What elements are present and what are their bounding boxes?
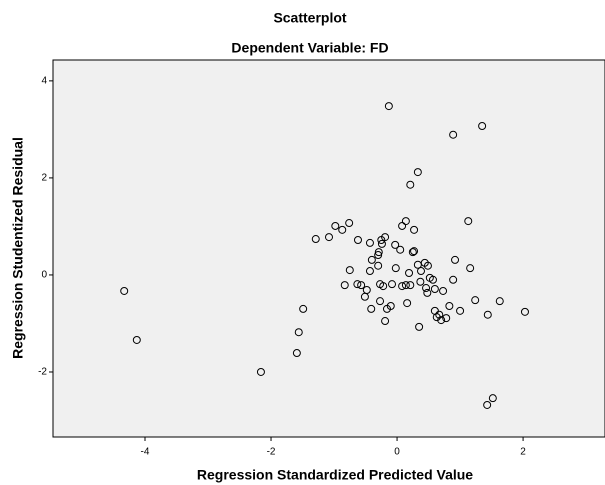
x-axis-label: Regression Standardized Predicted Value — [197, 467, 473, 483]
y-tick-label: 2 — [41, 173, 47, 184]
y-axis-label: Regression Studentized Residual — [10, 137, 26, 359]
chart-subtitle: Dependent Variable: FD — [231, 40, 388, 56]
chart-title: Scatterplot — [273, 10, 346, 26]
x-tick-label: -4 — [141, 447, 150, 458]
y-tick-label: 4 — [41, 76, 47, 87]
x-tick-label: 2 — [520, 447, 526, 458]
x-tick-label: 0 — [394, 447, 400, 458]
y-tick-label: 0 — [41, 270, 47, 281]
plot-area — [53, 60, 605, 437]
chart: Scatterplot Dependent Variable: FD Regre… — [0, 0, 605, 485]
x-tick-label: -2 — [267, 447, 276, 458]
y-tick-label: -2 — [38, 367, 47, 378]
